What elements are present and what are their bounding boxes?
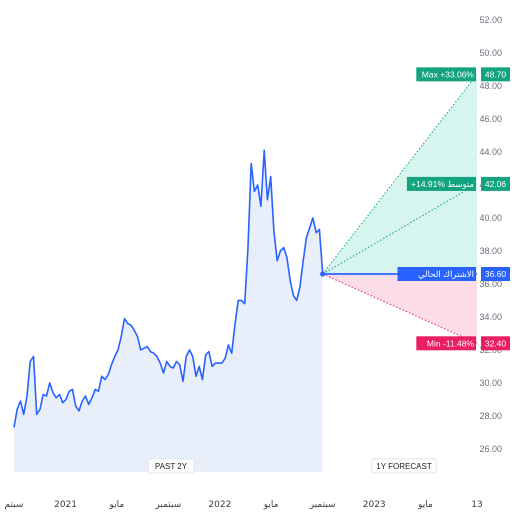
forecast-fills xyxy=(322,74,477,344)
min-label-box xyxy=(416,336,476,351)
y-tick-label: 30.00 xyxy=(479,378,502,388)
period-labels: PAST 2Y 1Y FORECAST xyxy=(147,458,437,474)
y-tick-label: 34.00 xyxy=(479,312,502,322)
min-value: 32.40 xyxy=(485,338,507,348)
y-tick-label: 28.00 xyxy=(479,411,502,421)
avg-tag: +14.91% متوسط 42.06 xyxy=(406,176,510,191)
max-label-box xyxy=(416,67,476,82)
y-tick-label: 26.00 xyxy=(479,444,502,454)
current-label: الاشتراك الحالي xyxy=(418,269,474,279)
max-forecast-line xyxy=(322,74,478,275)
y-tick-label: 38.00 xyxy=(479,246,502,256)
price-tags: Max +33.06% 48.70 +14.91% متوسط 42.06 الاشتر… xyxy=(397,67,510,351)
max-value-box xyxy=(481,67,510,82)
y-tick-label: 46.00 xyxy=(479,114,502,124)
max-tag: Max +33.06% 48.70 xyxy=(416,67,510,82)
max-label: Max +33.06% xyxy=(422,69,475,79)
x-tick-label: سبتمبر xyxy=(154,500,181,510)
x-tick-label: 2022 xyxy=(208,500,231,510)
avg-value-box xyxy=(481,176,510,191)
price-area xyxy=(14,150,323,473)
x-tick-label: سبتم xyxy=(5,500,24,510)
min-label: Min -11.48% xyxy=(427,338,475,348)
past-period-box xyxy=(147,458,195,474)
current-tag: الاشتراك الحالي 36.60 xyxy=(397,267,510,281)
avg-label-box xyxy=(406,176,476,191)
y-tick-label: 50.00 xyxy=(479,48,502,58)
current-label-box xyxy=(397,267,476,281)
y-tick-label: 48.00 xyxy=(479,81,502,91)
min-value-box xyxy=(481,336,510,351)
x-tick-label: سبتمبر xyxy=(309,500,336,510)
price-line xyxy=(13,149,324,428)
x-tick-label: مايو xyxy=(417,500,433,510)
max-value: 48.70 xyxy=(485,69,507,79)
y-tick-label: 44.00 xyxy=(479,147,502,157)
y-tick-label: 52.00 xyxy=(479,15,502,25)
x-tick-label: 13 xyxy=(471,500,482,510)
past-period-label: PAST 2Y xyxy=(155,462,188,471)
x-tick-label: مايو xyxy=(263,500,279,510)
avg-value: 42.06 xyxy=(485,179,507,189)
min-tag: Min -11.48% 32.40 xyxy=(416,336,510,351)
x-axis: سبتم 2021 مايو سبتمبر 2022 مايو سبتمبر 2023 مايو… xyxy=(5,500,483,510)
x-tick-label: مايو xyxy=(108,500,124,510)
x-tick-label: 2023 xyxy=(363,500,386,510)
forecast-period-label: 1Y FORECAST xyxy=(376,462,432,471)
min-forecast-line xyxy=(322,273,478,344)
avg-label: +14.91% متوسط xyxy=(411,179,474,189)
current-value: 36.60 xyxy=(485,269,507,279)
current-price-dot xyxy=(320,271,326,277)
y-tick-label: 36.00 xyxy=(479,279,502,289)
y-tick-label: 40.00 xyxy=(479,213,502,223)
x-tick-label: 2021 xyxy=(54,500,77,510)
current-value-box xyxy=(481,267,510,281)
forecast-period-box xyxy=(371,458,437,474)
